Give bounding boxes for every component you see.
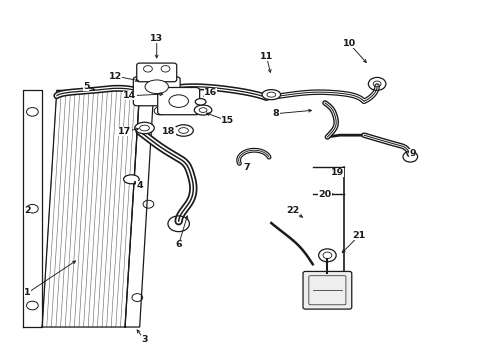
Ellipse shape — [135, 122, 154, 134]
Ellipse shape — [168, 95, 188, 107]
Ellipse shape — [266, 92, 275, 97]
Text: 13: 13 — [150, 34, 163, 43]
Text: 2: 2 — [24, 206, 31, 215]
Ellipse shape — [140, 125, 149, 131]
Ellipse shape — [178, 128, 188, 134]
Text: 12: 12 — [108, 72, 122, 81]
Text: 6: 6 — [175, 240, 182, 249]
FancyBboxPatch shape — [133, 77, 180, 106]
Ellipse shape — [194, 105, 211, 115]
Ellipse shape — [262, 90, 280, 100]
FancyBboxPatch shape — [158, 87, 199, 115]
Text: 19: 19 — [330, 168, 343, 177]
Text: 22: 22 — [286, 206, 299, 215]
Ellipse shape — [173, 125, 193, 136]
Text: 7: 7 — [243, 163, 250, 172]
Ellipse shape — [199, 108, 206, 112]
FancyBboxPatch shape — [303, 271, 351, 309]
Text: 14: 14 — [123, 91, 136, 100]
Text: 15: 15 — [221, 116, 234, 125]
Text: 17: 17 — [118, 127, 131, 136]
Text: 4: 4 — [136, 181, 142, 190]
Ellipse shape — [195, 99, 205, 105]
Text: 10: 10 — [342, 39, 355, 48]
Text: 20: 20 — [318, 190, 331, 199]
Text: 8: 8 — [272, 109, 279, 118]
Text: 1: 1 — [24, 288, 31, 297]
Text: 11: 11 — [259, 52, 272, 61]
Text: 5: 5 — [82, 82, 89, 91]
Text: 21: 21 — [352, 231, 365, 240]
Text: 9: 9 — [408, 149, 415, 158]
Text: 16: 16 — [203, 87, 217, 96]
FancyBboxPatch shape — [137, 63, 176, 82]
Ellipse shape — [145, 80, 168, 94]
Ellipse shape — [123, 175, 139, 184]
Text: 18: 18 — [162, 127, 175, 136]
Text: 3: 3 — [141, 335, 147, 344]
